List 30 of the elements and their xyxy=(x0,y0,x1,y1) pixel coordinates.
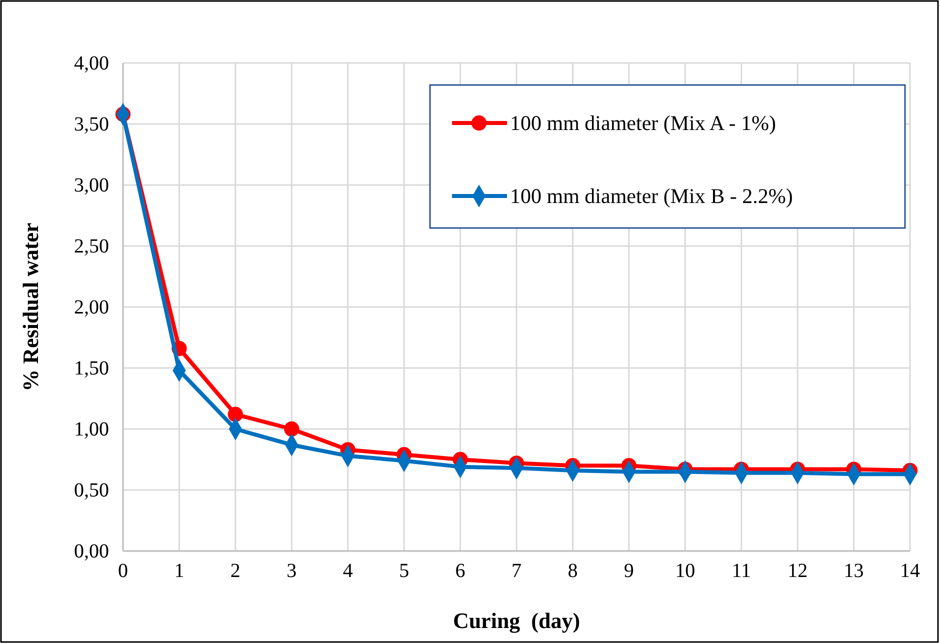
y-tick-label: 0,50 xyxy=(74,479,109,502)
x-tick-label: 5 xyxy=(399,560,410,582)
x-tick-label: 13 xyxy=(844,560,864,582)
legend-label: 100 mm diameter (Mix B - 2.2%) xyxy=(510,184,793,208)
x-tick-label: 2 xyxy=(230,560,240,582)
x-tick-label: 1 xyxy=(174,560,184,582)
x-tick-label: 8 xyxy=(568,560,578,582)
y-tick-label: 0,00 xyxy=(74,540,109,562)
x-tick-label: 9 xyxy=(624,560,634,582)
point xyxy=(228,406,243,422)
x-tick-label: 12 xyxy=(788,560,808,582)
point xyxy=(284,421,300,437)
x-tick-label: 4 xyxy=(342,560,353,582)
y-tick-label: 2,50 xyxy=(74,235,109,258)
x-tick-label: 14 xyxy=(900,560,920,582)
x-tick-label: 10 xyxy=(675,560,696,582)
legend-label: 100 mm diameter (Mix A - 1%) xyxy=(510,111,776,135)
x-tick-label: 3 xyxy=(286,560,297,582)
y-tick-label: 3,50 xyxy=(74,113,109,136)
y-axis-title: % Residual water xyxy=(18,222,43,392)
y-tick-label: 1,00 xyxy=(74,418,109,440)
x-tick-label: 0 xyxy=(118,560,128,582)
x-tick-label: 6 xyxy=(455,560,466,582)
y-tick-label: 3,00 xyxy=(74,174,109,196)
x-tick-label: 11 xyxy=(732,560,751,582)
y-tick-label: 4,00 xyxy=(74,52,109,74)
y-tick-label: 1,50 xyxy=(74,357,109,380)
x-axis-title: Curing (day) xyxy=(452,608,580,633)
x-tick-label: 7 xyxy=(512,560,522,582)
y-tick-label: 2,00 xyxy=(74,296,109,318)
